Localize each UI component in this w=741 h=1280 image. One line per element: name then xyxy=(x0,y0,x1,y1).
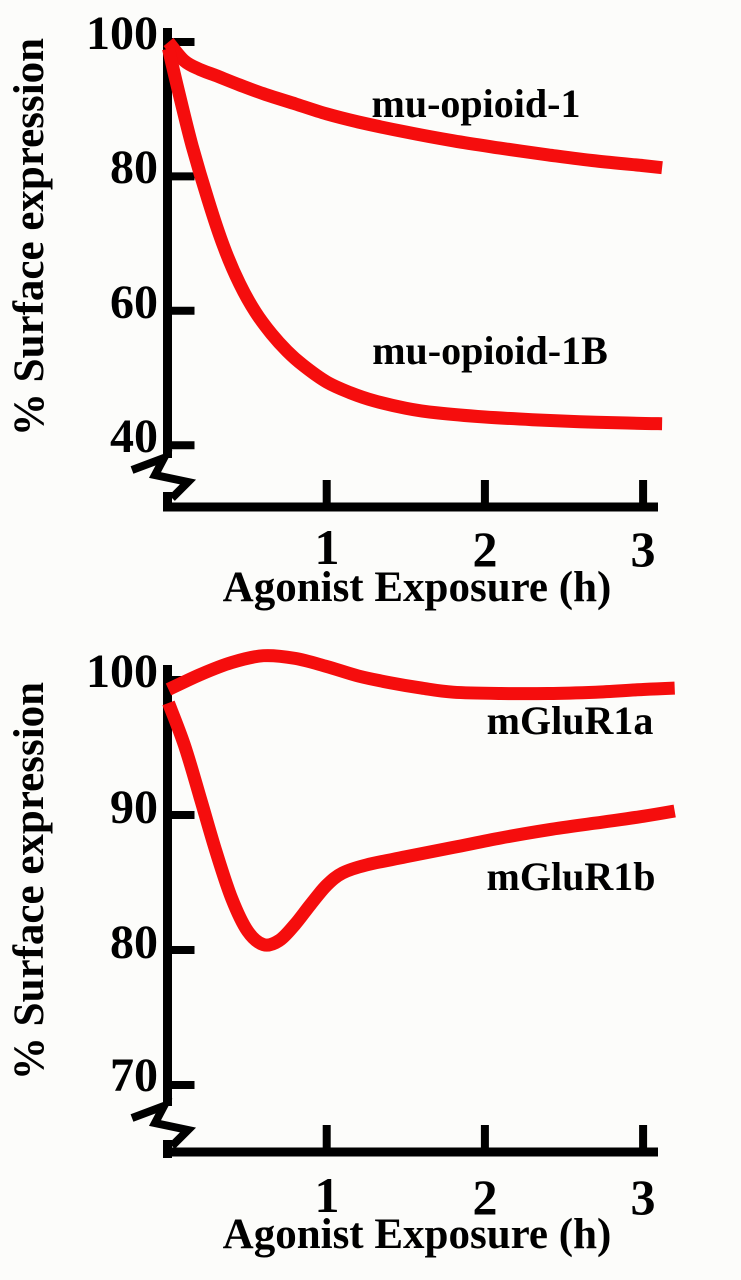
series-label-mu-opioid-1: mu-opioid-1 xyxy=(371,81,581,126)
bottom-y-tick-label-90: 90 xyxy=(110,781,158,834)
series-label-mGluR1b: mGluR1b xyxy=(486,854,656,899)
top-y-tick-label-60: 60 xyxy=(110,276,158,329)
bottom-y-tick-label-70: 70 xyxy=(110,1049,158,1102)
bottom-y-tick-label-80: 80 xyxy=(110,916,158,969)
bottom-y-tick-label-100: 100 xyxy=(86,645,158,698)
bottom-x-tick-label-3: 3 xyxy=(630,1169,656,1225)
top-x-tick-label-1: 1 xyxy=(314,519,340,575)
series-label-mGluR1a: mGluR1a xyxy=(486,698,654,743)
series-curve-mu-opioid-1B xyxy=(162,47,663,431)
top-x-tick-label-2: 2 xyxy=(472,521,498,577)
series-label-mu-opioid-1B: mu-opioid-1B xyxy=(372,328,608,373)
series-curve-mGluR1b xyxy=(162,700,676,952)
top-y-tick-label-80: 80 xyxy=(110,141,158,194)
top-y-tick-label-100: 100 xyxy=(86,7,158,60)
top-x-tick-label-3: 3 xyxy=(630,521,656,577)
series-curve-mGluR1a xyxy=(165,649,675,701)
bottom-x-tick-label-1: 1 xyxy=(314,1167,340,1223)
series-curve-mu-opioid-1 xyxy=(163,37,663,175)
bottom-y-axis-title: % Surface expression xyxy=(6,681,53,1081)
bottom-x-tick-label-2: 2 xyxy=(472,1169,498,1225)
top-x-axis-title: Agonist Exposure (h) xyxy=(222,564,612,611)
bottom-x-axis-title: Agonist Exposure (h) xyxy=(222,1211,612,1258)
top-y-tick-label-40: 40 xyxy=(110,410,158,463)
top-y-axis-title: % Surface expression xyxy=(6,37,53,437)
